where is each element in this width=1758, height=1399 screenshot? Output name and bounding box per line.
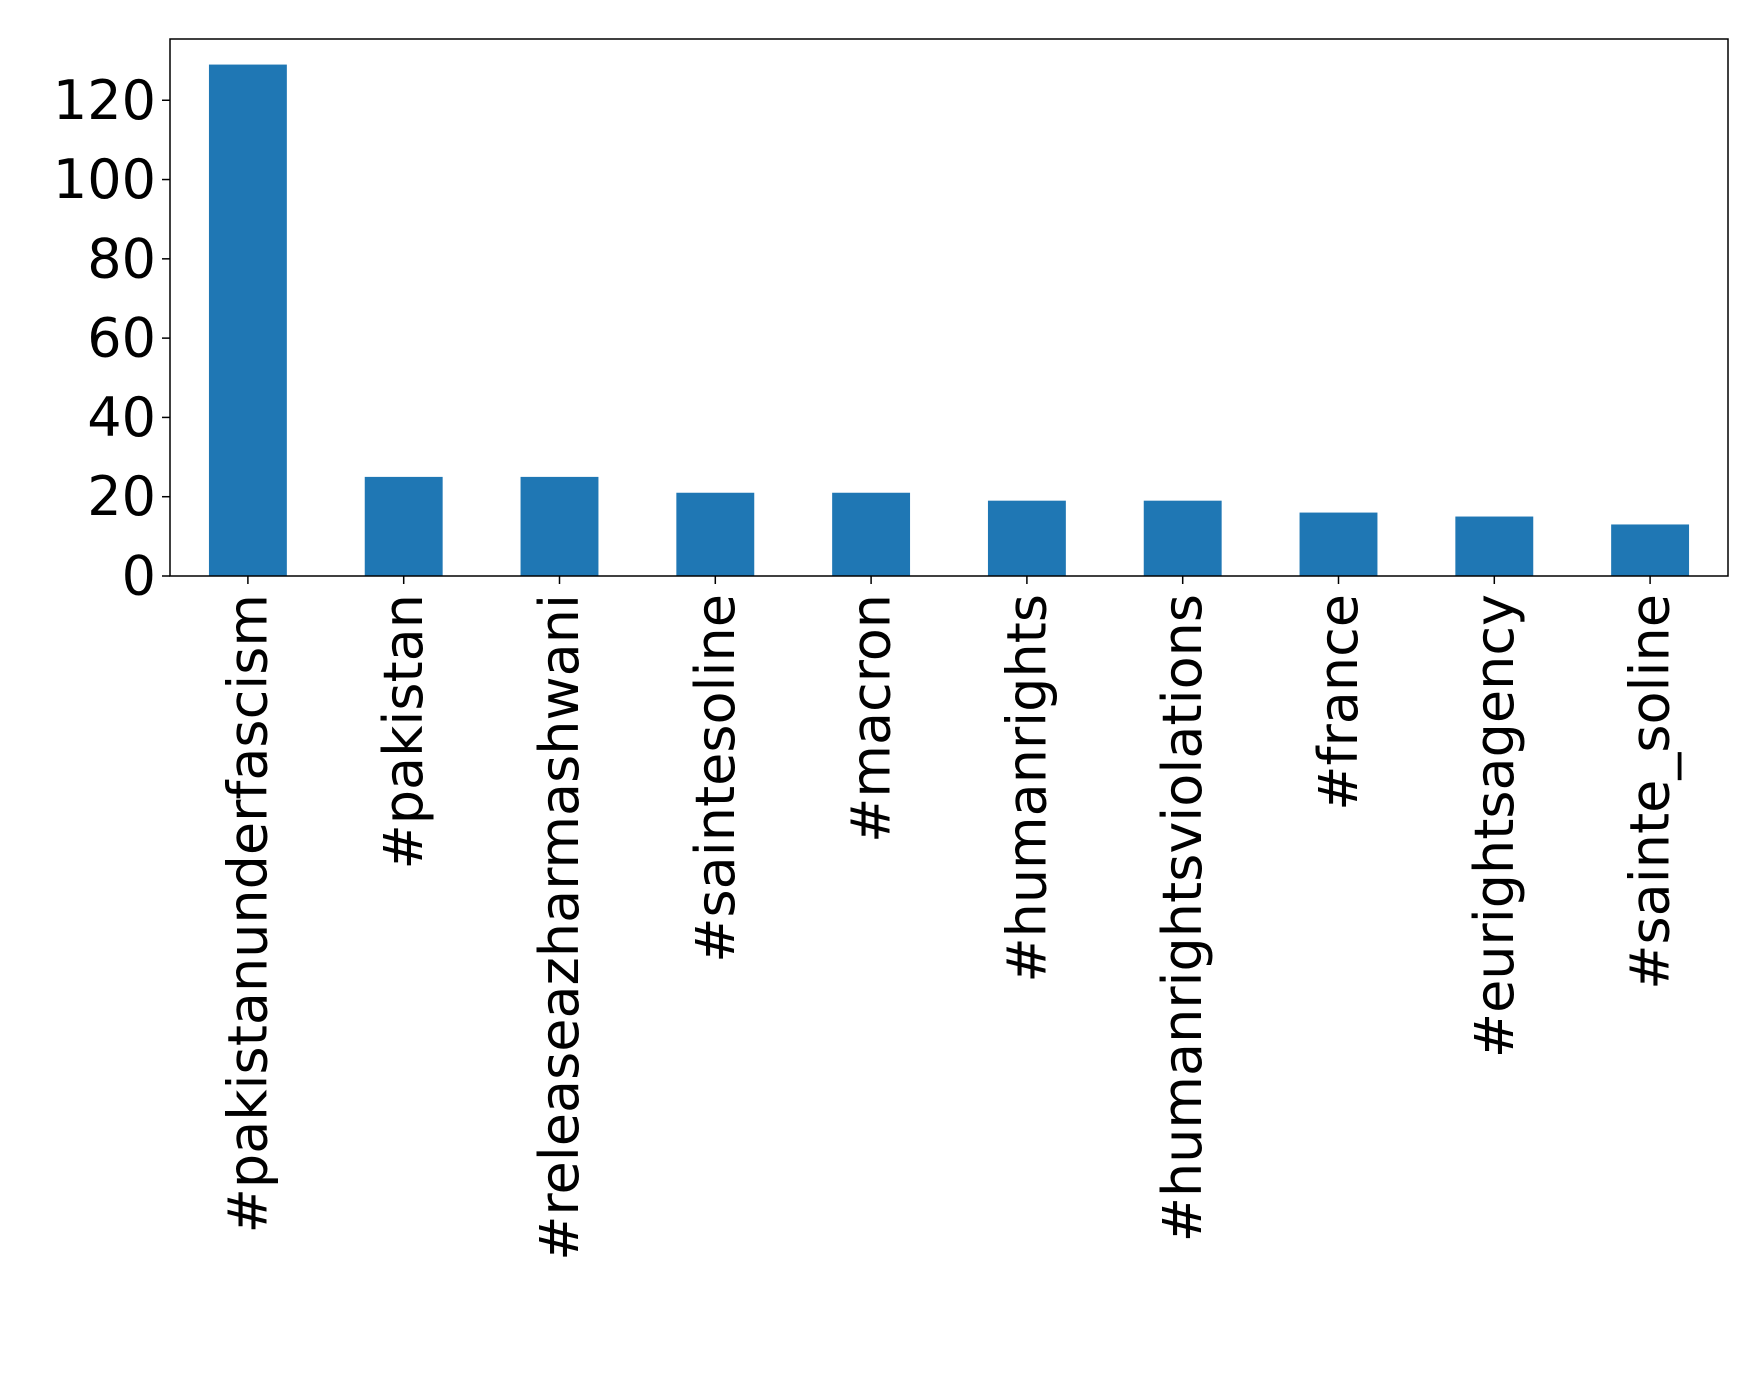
bar [676, 492, 755, 576]
x-tick-label: #sainte_soline [1619, 594, 1682, 990]
x-tick-label: #macron [840, 594, 903, 843]
y-tick-label: 60 [87, 307, 156, 370]
bar [208, 64, 287, 577]
bar [987, 500, 1066, 576]
bar [1143, 500, 1222, 576]
y-tick-label: 40 [87, 386, 156, 449]
x-tick-label: #saintesoline [684, 594, 747, 963]
bar [520, 476, 599, 576]
y-tick-label: 20 [87, 465, 156, 528]
x-tick-label: #pakistanunderfascism [216, 594, 279, 1233]
y-tick-label: 0 [122, 545, 156, 608]
bar [1455, 516, 1534, 576]
y-tick-label: 120 [53, 69, 156, 132]
plot-frame [169, 38, 1729, 577]
bar [1299, 512, 1378, 576]
bar [1611, 524, 1690, 576]
x-tick-label: #humanrightsviolations [1151, 594, 1214, 1242]
y-tick-label: 100 [53, 148, 156, 211]
x-tick-label: #pakistan [372, 594, 435, 870]
bar [832, 492, 911, 576]
y-tick-label: 80 [87, 227, 156, 290]
x-tick-label: #france [1307, 594, 1370, 811]
x-tick-label: #humanrights [995, 594, 1058, 983]
x-tick-label: #eurightsagency [1463, 594, 1526, 1058]
bar [364, 476, 443, 576]
x-tick-label: #releaseazharmashwani [528, 594, 591, 1261]
